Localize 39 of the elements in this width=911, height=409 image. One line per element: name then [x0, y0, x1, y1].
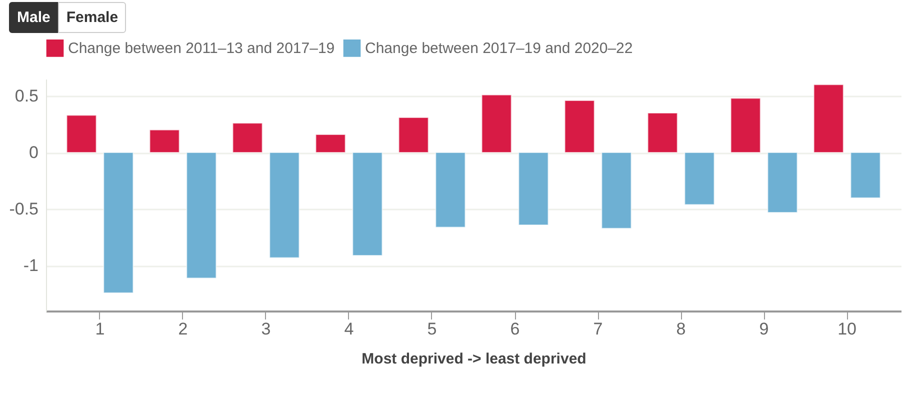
x-tick-label: 2 [178, 320, 188, 338]
x-tick-label: 3 [261, 320, 271, 338]
bar [269, 152, 300, 258]
x-tick-label: 5 [427, 320, 437, 338]
bar [518, 152, 549, 226]
x-tick-label: 8 [676, 320, 686, 338]
bar [481, 94, 512, 154]
bar [850, 152, 881, 198]
x-tick-label: 4 [344, 320, 354, 338]
y-tick-label: -1 [23, 256, 38, 276]
text: Male [9, 2, 58, 33]
bar [435, 152, 466, 228]
text: Female [58, 2, 126, 33]
x-tick-label: 7 [593, 320, 603, 338]
y-tick-label: -0.5 [9, 200, 38, 219]
x-tick-label: 6 [510, 320, 520, 338]
x-tick-label: 10 [838, 320, 857, 338]
bar [232, 122, 263, 154]
x-axis-title: Most deprived -> least deprived [362, 350, 586, 368]
legend-label: Change between 2017–19 and 2020–22 [365, 40, 633, 58]
bar [767, 152, 798, 214]
bar [647, 112, 678, 154]
bar [813, 84, 844, 154]
bar [730, 98, 761, 154]
bar [103, 152, 134, 294]
bar [186, 152, 217, 279]
bar [601, 152, 632, 229]
bar [66, 114, 97, 154]
bar [684, 152, 715, 206]
bar [352, 152, 383, 256]
bar [398, 116, 429, 154]
bar [315, 134, 346, 154]
legend-label: Change between 2011–13 and 2017–19 [68, 40, 335, 58]
y-tick-label: 0 [29, 143, 38, 162]
bar [149, 129, 180, 154]
y-tick-label: 0.5 [14, 86, 38, 106]
bar [564, 100, 595, 154]
x-tick-label: 1 [95, 320, 105, 338]
x-tick-label: 9 [759, 320, 769, 338]
